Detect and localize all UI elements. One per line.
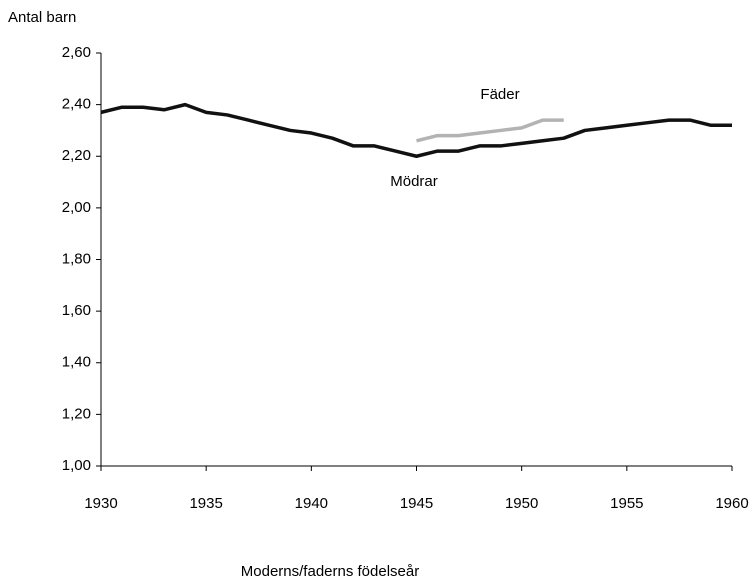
y-tick-label: 1,20 xyxy=(62,405,91,422)
y-tick-label: 2,40 xyxy=(62,96,91,113)
x-tick-label: 1940 xyxy=(295,495,328,512)
y-tick-label: 2,20 xyxy=(62,147,91,164)
series-label: Mödrar xyxy=(390,173,438,190)
y-tick-label: 1,60 xyxy=(62,302,91,319)
y-tick-label: 2,00 xyxy=(62,199,91,216)
series-line xyxy=(100,102,732,158)
x-tick-label: 1930 xyxy=(84,495,117,512)
x-tick-label: 1945 xyxy=(400,495,433,512)
y-tick-label: 1,40 xyxy=(62,354,91,371)
x-tick-label: 1955 xyxy=(610,495,643,512)
series-label: Fäder xyxy=(480,86,519,103)
x-tick-label: 1935 xyxy=(189,495,222,512)
y-tick-label: 1,80 xyxy=(62,250,91,267)
x-axis-label: Moderns/faderns födelseår xyxy=(241,563,419,580)
y-axis-label: Antal barn xyxy=(8,9,76,26)
x-tick-label: 1950 xyxy=(505,495,538,512)
series-line xyxy=(416,118,564,143)
x-tick-label: 1960 xyxy=(715,495,748,512)
y-tick-label: 1,00 xyxy=(62,457,91,474)
y-tick-label: 2,60 xyxy=(62,44,91,61)
